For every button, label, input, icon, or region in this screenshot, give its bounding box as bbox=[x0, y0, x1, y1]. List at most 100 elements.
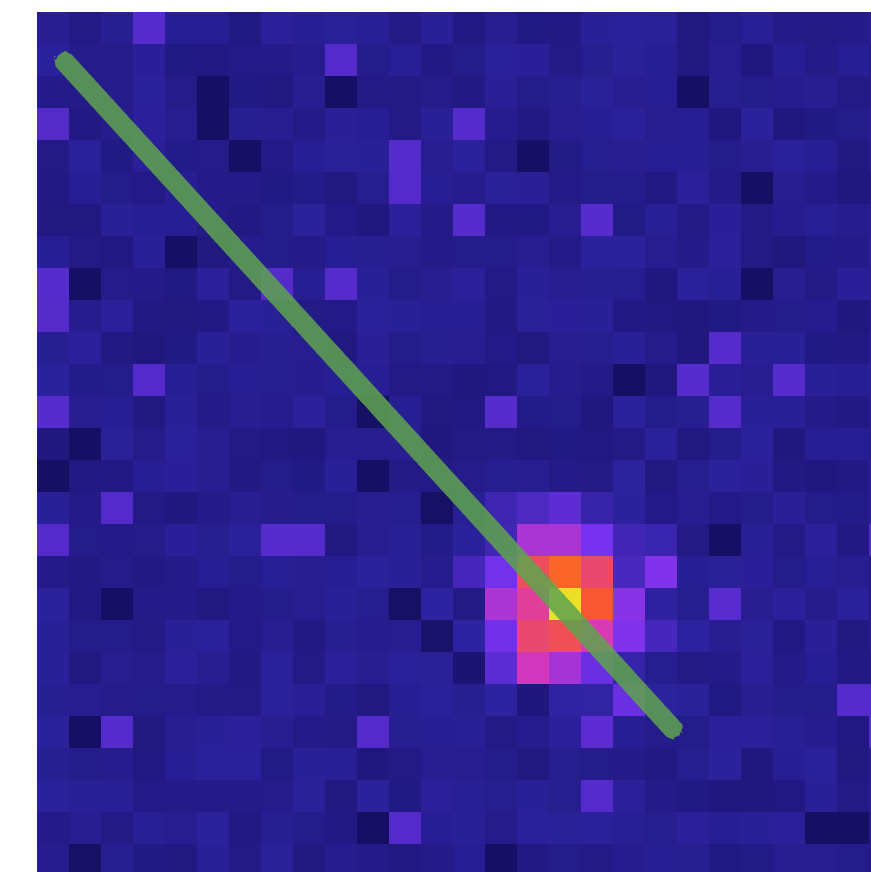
pixel bbox=[805, 76, 838, 109]
pixel bbox=[229, 844, 262, 872]
pixel bbox=[517, 268, 550, 301]
pixel bbox=[837, 652, 870, 685]
pixel bbox=[293, 172, 326, 205]
pixel bbox=[613, 620, 646, 653]
pixel bbox=[357, 300, 390, 333]
pixel bbox=[197, 844, 230, 872]
pixel bbox=[229, 204, 262, 237]
pixel bbox=[197, 44, 230, 77]
pixel bbox=[101, 716, 134, 749]
pixel bbox=[37, 204, 70, 237]
pixel bbox=[773, 396, 806, 429]
pixel bbox=[645, 76, 678, 109]
pixel bbox=[581, 204, 614, 237]
pixel bbox=[197, 524, 230, 557]
pixel bbox=[165, 620, 198, 653]
pixel bbox=[37, 588, 70, 621]
pixel bbox=[549, 652, 582, 685]
pixel bbox=[869, 332, 871, 365]
pixel bbox=[197, 652, 230, 685]
pixel bbox=[421, 12, 454, 45]
pixel bbox=[517, 492, 550, 525]
pixel bbox=[709, 556, 742, 589]
pixel bbox=[69, 716, 102, 749]
pixel bbox=[101, 332, 134, 365]
pixel bbox=[709, 332, 742, 365]
pixel bbox=[869, 780, 871, 813]
pixel bbox=[517, 428, 550, 461]
pixel bbox=[421, 396, 454, 429]
pixel bbox=[165, 812, 198, 845]
pixel bbox=[453, 140, 486, 173]
pixel bbox=[261, 588, 294, 621]
pixel bbox=[869, 108, 871, 141]
pixel bbox=[677, 492, 710, 525]
pixel bbox=[325, 684, 358, 717]
pixel bbox=[805, 460, 838, 493]
pixel bbox=[837, 332, 870, 365]
pixel bbox=[325, 140, 358, 173]
pixel bbox=[837, 44, 870, 77]
pixel bbox=[261, 620, 294, 653]
pixel bbox=[229, 812, 262, 845]
pixel bbox=[773, 524, 806, 557]
pixel bbox=[133, 396, 166, 429]
pixel bbox=[293, 716, 326, 749]
pixel bbox=[293, 588, 326, 621]
pixel bbox=[485, 332, 518, 365]
pixel bbox=[69, 748, 102, 781]
pixel bbox=[165, 108, 198, 141]
pixel bbox=[485, 588, 518, 621]
pixel bbox=[165, 428, 198, 461]
pixel bbox=[261, 332, 294, 365]
pixel bbox=[581, 364, 614, 397]
pixel bbox=[741, 524, 774, 557]
pixel bbox=[133, 620, 166, 653]
pixel bbox=[37, 396, 70, 429]
pixel bbox=[805, 620, 838, 653]
pixel bbox=[325, 204, 358, 237]
pixel bbox=[677, 236, 710, 269]
pixel bbox=[133, 524, 166, 557]
pixel bbox=[549, 300, 582, 333]
pixel bbox=[357, 268, 390, 301]
pixel bbox=[165, 780, 198, 813]
pixel bbox=[581, 716, 614, 749]
pixel bbox=[773, 236, 806, 269]
pixel bbox=[197, 716, 230, 749]
pixel bbox=[293, 108, 326, 141]
pixel bbox=[709, 844, 742, 872]
pixel bbox=[517, 332, 550, 365]
pixel bbox=[517, 236, 550, 269]
pixel bbox=[389, 172, 422, 205]
pixel bbox=[837, 12, 870, 45]
pixel bbox=[837, 108, 870, 141]
pixel bbox=[357, 748, 390, 781]
pixel bbox=[69, 684, 102, 717]
pixel bbox=[709, 108, 742, 141]
pixel bbox=[709, 364, 742, 397]
pixel bbox=[69, 812, 102, 845]
pixel bbox=[709, 396, 742, 429]
pixel bbox=[645, 780, 678, 813]
pixel bbox=[197, 492, 230, 525]
pixel bbox=[741, 428, 774, 461]
pixel bbox=[613, 236, 646, 269]
pixel bbox=[165, 12, 198, 45]
pixel bbox=[645, 588, 678, 621]
pixel bbox=[677, 620, 710, 653]
pixel bbox=[69, 332, 102, 365]
pixel bbox=[517, 812, 550, 845]
pixel bbox=[581, 172, 614, 205]
pixel bbox=[869, 588, 871, 621]
pixel bbox=[677, 652, 710, 685]
pixel bbox=[709, 748, 742, 781]
pixel bbox=[581, 300, 614, 333]
pixel bbox=[773, 716, 806, 749]
pixel bbox=[869, 364, 871, 397]
pixel bbox=[869, 716, 871, 749]
pixel bbox=[709, 300, 742, 333]
pixel bbox=[101, 684, 134, 717]
pixel bbox=[453, 108, 486, 141]
pixel bbox=[325, 620, 358, 653]
